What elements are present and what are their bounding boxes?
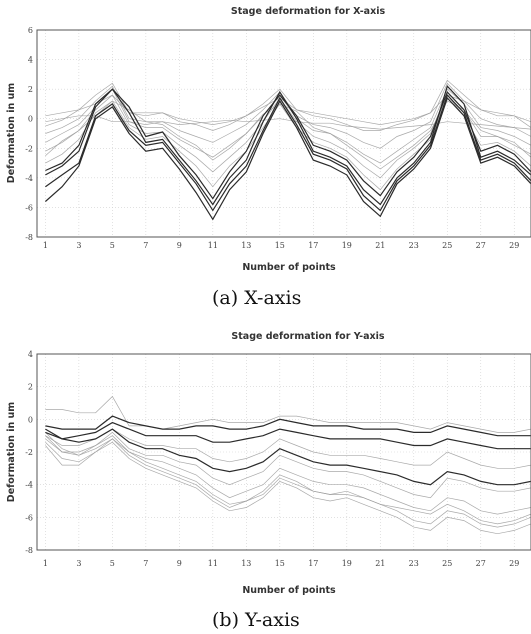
chart-x-series-line-11 [45,96,531,221]
chart-y-series-line-2 [45,415,531,437]
chart-x-ytick-label: -8 [25,233,33,242]
chart-y-axis: Stage deformation for Y-axis 4 2 0 -2 -4 -6 -8… [6,331,531,596]
chart-x-ytick-label: 2 [28,85,33,94]
chart-x-series-group [45,79,531,221]
chart-x-ytick-label: 6 [28,26,33,35]
chart-y-series-group [45,395,531,535]
chart-x-title: Stage deformation for X-axis [231,6,386,17]
chart-y-series-line-10 [45,428,531,486]
chart-x-series-line-4 [45,115,531,130]
chart-y-ytick-label: -4 [25,481,33,490]
chart-x-x-ticks: 1 3 5 7 9 11 13 15 17 19 21 23 25 27 29 [43,241,520,250]
chart-x-xtick-label: 23 [409,241,419,250]
chart-y-title: Stage deformation for Y-axis [231,331,385,342]
chart-y-ytick-label: -2 [25,448,33,457]
chart-y-xtick-label: 7 [143,559,148,568]
chart-x-xtick-label: 27 [476,241,486,250]
chart-y-ylabel: Deformation in um [6,402,17,502]
chart-x-xtick-label: 29 [509,241,519,250]
chart-x-xtick-label: 17 [308,241,318,250]
chart-y-plot-area [36,353,531,551]
chart-y-xtick-label: 19 [342,559,352,568]
chart-y-x-ticks: 1 3 5 7 9 11 13 15 17 19 21 23 25 27 29 [43,559,520,568]
chart-x-ytick-label: 4 [28,56,33,65]
chart-x-xtick-label: 19 [342,241,352,250]
chart-y-ytick-label: -8 [25,546,33,555]
chart-y-y-ticks: 4 2 0 -2 -4 -6 -8 [25,350,33,555]
chart-y-grid [37,353,531,551]
chart-y-ytick-label: 4 [28,350,33,359]
chart-x-series-line-3 [45,85,531,206]
chart-x-xtick-label: 7 [143,241,148,250]
chart-x-y-ticks: 6 4 2 0 -2 -4 -6 -8 [25,26,33,242]
chart-x-plot-area [36,29,531,238]
chart-x-xtick-label: 5 [110,241,115,250]
chart-x-series-line-10 [45,93,531,212]
chart-y-xtick-label: 11 [208,559,218,568]
caption-b: (b) Y-axis [212,609,300,631]
chart-y-series-line-1 [45,395,531,433]
chart-y-xtick-label: 3 [76,559,81,568]
chart-y-series-line-4 [45,428,531,469]
chart-y-series-line-9 [45,441,531,535]
chart-x-ytick-label: -6 [25,203,33,212]
chart-x-xtick-label: 11 [208,241,218,250]
chart-y-xtick-label: 13 [241,559,251,568]
chart-y-xtick-label: 17 [308,559,318,568]
chart-y-series-line-3 [45,421,531,450]
chart-x-xtick-label: 13 [241,241,251,250]
chart-y-ytick-label: -6 [25,513,33,522]
chart-x-ytick-label: -4 [25,174,33,183]
chart-y-xtick-label: 9 [177,559,182,568]
chart-x-xtick-label: 25 [442,241,452,250]
chart-x-xtick-label: 21 [375,241,385,250]
chart-y-xtick-label: 21 [375,559,385,568]
chart-x-xtick-label: 15 [275,241,285,250]
chart-x-ytick-label: -2 [25,144,33,153]
chart-y-xtick-label: 5 [110,559,115,568]
chart-x-grid [37,29,531,238]
chart-y-xlabel: Number of points [242,585,336,596]
chart-y-xtick-label: 29 [509,559,519,568]
chart-y-ytick-label: 0 [28,415,33,424]
chart-y-series-line-6 [45,432,531,515]
chart-y-xtick-label: 1 [43,559,48,568]
chart-y-ytick-label: 2 [28,383,33,392]
chart-y-xtick-label: 23 [409,559,419,568]
chart-x-xtick-label: 3 [76,241,81,250]
chart-y-xtick-label: 27 [476,559,486,568]
chart-x-axis: Stage deformation for X-axis 6 4 2 0 -2 -4 -6 -… [6,6,531,273]
chart-x-ytick-label: 0 [28,115,33,124]
chart-y-series-line-8 [45,435,531,525]
chart-y-xtick-label: 15 [275,559,285,568]
chart-y-series-line-7 [45,438,531,528]
chart-x-xlabel: Number of points [242,262,336,273]
chart-x-ylabel: Deformation in um [6,83,17,183]
chart-x-series-line-7 [45,88,531,164]
chart-y-series-line-5 [45,431,531,499]
chart-x-xtick-label: 9 [177,241,182,250]
chart-x-xtick-label: 1 [43,241,48,250]
caption-a: (a) X-axis [212,287,301,309]
chart-y-xtick-label: 25 [442,559,452,568]
